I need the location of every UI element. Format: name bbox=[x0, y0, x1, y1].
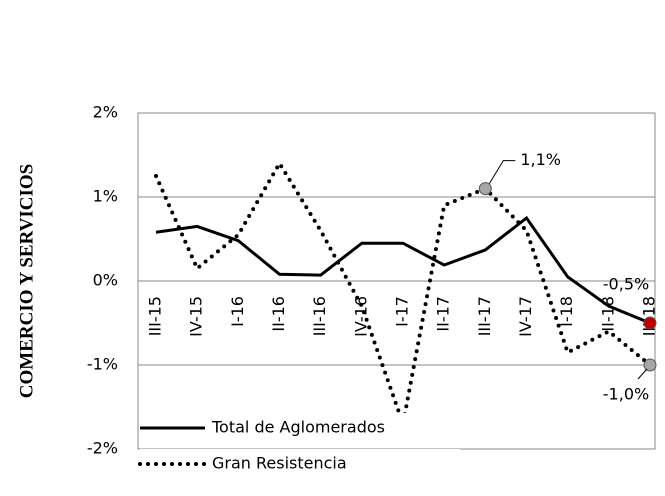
y-tick-label: 2% bbox=[93, 103, 118, 122]
point-marker bbox=[643, 316, 657, 330]
legend-label: Total de Aglomerados bbox=[211, 418, 385, 437]
x-tick-label: I-16 bbox=[228, 296, 247, 327]
point-marker bbox=[643, 358, 657, 372]
series-line bbox=[155, 215, 651, 325]
value-label: -0,5% bbox=[603, 275, 649, 294]
y-axis-title: COMERCIO Y SERVICIOS bbox=[16, 164, 37, 398]
y-tick-label: -1% bbox=[87, 355, 118, 374]
value-label: 1,1% bbox=[520, 150, 561, 169]
series-line bbox=[154, 159, 652, 432]
y-tick-label: 0% bbox=[93, 271, 118, 290]
x-tick-label: II-18 bbox=[598, 296, 617, 332]
leader-line bbox=[637, 368, 648, 380]
x-tick-label: IV-16 bbox=[351, 296, 370, 337]
y-tick-label: -2% bbox=[87, 439, 118, 458]
x-tick-label: II-16 bbox=[269, 296, 288, 332]
legend-bg bbox=[140, 449, 460, 477]
x-tick-label: I-18 bbox=[557, 296, 576, 327]
point-marker bbox=[478, 182, 492, 196]
x-tick-label: II-17 bbox=[434, 296, 453, 332]
value-label: -1,0% bbox=[603, 385, 649, 404]
x-tick-label: III-15 bbox=[146, 296, 165, 336]
x-tick-label: IV-15 bbox=[187, 296, 206, 337]
x-tick-label: III-17 bbox=[475, 296, 494, 336]
x-tick-label: IV-17 bbox=[516, 296, 535, 337]
legend-label: Gran Resistencia bbox=[212, 454, 347, 473]
x-tick-label: III-16 bbox=[310, 296, 329, 336]
leader-line bbox=[488, 160, 516, 184]
x-tick-label: I-17 bbox=[393, 296, 412, 327]
x-tick-label: III-18 bbox=[640, 296, 659, 336]
y-tick-label: 1% bbox=[93, 187, 118, 206]
